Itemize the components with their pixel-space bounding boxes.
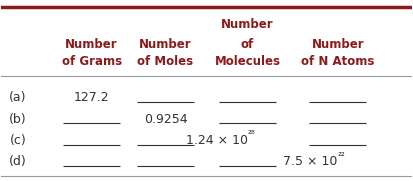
Text: ²⁸: ²⁸ [247, 130, 255, 140]
Text: Number: Number [311, 38, 364, 51]
Text: (c): (c) [9, 134, 26, 147]
Text: of Moles: of Moles [138, 56, 194, 68]
Text: (b): (b) [9, 113, 26, 125]
Text: of: of [241, 38, 254, 51]
Text: 127.2: 127.2 [74, 91, 109, 104]
Text: 1.24 × 10: 1.24 × 10 [185, 134, 247, 147]
Text: (d): (d) [9, 155, 27, 168]
Text: Molecules: Molecules [214, 56, 280, 68]
Text: (a): (a) [9, 91, 26, 104]
Text: 7.5 × 10: 7.5 × 10 [283, 155, 338, 168]
Text: Number: Number [139, 38, 192, 51]
Text: Number: Number [65, 38, 118, 51]
Text: of Grams: of Grams [62, 56, 122, 68]
Text: ²²: ²² [338, 152, 346, 162]
Text: 0.9254: 0.9254 [144, 113, 187, 125]
Text: Number: Number [221, 18, 274, 31]
Text: of N Atoms: of N Atoms [301, 56, 375, 68]
